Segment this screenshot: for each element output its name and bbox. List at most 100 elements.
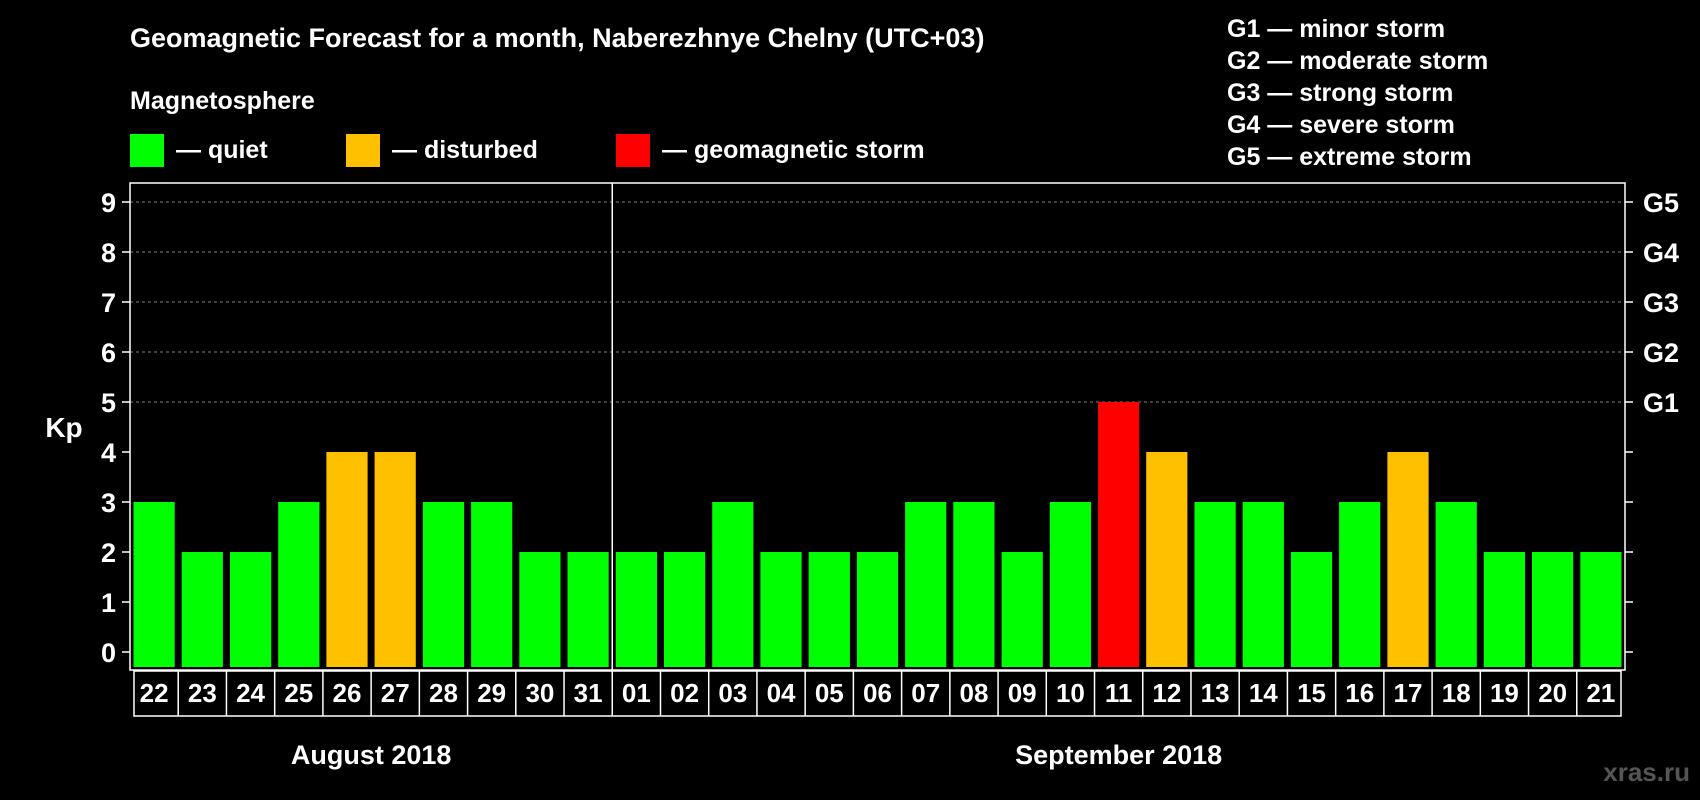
y-tick-label-9: 9 xyxy=(101,188,116,218)
date-label-19: 19 xyxy=(1490,678,1519,708)
date-label-02: 02 xyxy=(670,678,699,708)
y-tick-label-1: 1 xyxy=(101,588,116,618)
legend: — quiet — disturbed — geomagnetic storm xyxy=(130,134,925,167)
bar-10 xyxy=(1049,502,1091,667)
g-label-G1: G1 xyxy=(1643,388,1679,418)
bar-08 xyxy=(953,502,995,667)
bar-26 xyxy=(326,452,368,667)
bars xyxy=(133,402,1622,667)
y-tick-label-0: 0 xyxy=(101,638,116,668)
bar-09 xyxy=(1001,552,1043,667)
bar-15 xyxy=(1290,552,1333,667)
bar-04 xyxy=(760,552,802,667)
bar-01 xyxy=(615,552,657,667)
y-tick-label-6: 6 xyxy=(101,338,116,368)
date-label-31: 31 xyxy=(574,678,603,708)
legend-swatch-0 xyxy=(130,134,164,167)
bar-17 xyxy=(1387,452,1429,667)
bar-14 xyxy=(1242,502,1284,667)
bar-23 xyxy=(181,552,223,667)
bar-02 xyxy=(664,552,706,667)
storm-scale-item-0: G1 — minor storm xyxy=(1227,15,1445,43)
date-label-20: 20 xyxy=(1538,678,1567,708)
date-label-18: 18 xyxy=(1442,678,1471,708)
storm-scale-list: G1 — minor storm G2 — moderate storm G3 — … xyxy=(1227,15,1488,171)
date-label-28: 28 xyxy=(429,678,458,708)
date-label-08: 08 xyxy=(959,678,988,708)
date-label-14: 14 xyxy=(1249,678,1278,708)
date-label-01: 01 xyxy=(622,678,651,708)
date-label-05: 05 xyxy=(815,678,844,708)
bar-13 xyxy=(1194,502,1236,667)
bar-25 xyxy=(278,502,320,667)
bar-05 xyxy=(808,552,850,667)
g-label-G4: G4 xyxy=(1643,238,1679,268)
bar-07 xyxy=(905,502,947,667)
date-label-03: 03 xyxy=(718,678,747,708)
date-label-06: 06 xyxy=(863,678,892,708)
date-label-11: 11 xyxy=(1105,678,1133,708)
month-labels: August 2018 September 2018 xyxy=(291,740,1222,770)
storm-scale-item-1: G2 — moderate storm xyxy=(1227,47,1488,75)
date-label-17: 17 xyxy=(1394,678,1423,708)
bar-06 xyxy=(856,552,899,667)
bar-18 xyxy=(1435,502,1477,667)
bar-21 xyxy=(1580,552,1622,667)
date-label-09: 09 xyxy=(1008,678,1037,708)
date-label-04: 04 xyxy=(767,678,796,708)
bar-24 xyxy=(230,552,272,667)
storm-scale-item-2: G3 — strong storm xyxy=(1227,79,1453,107)
bar-27 xyxy=(374,452,416,667)
legend-label-0: — quiet xyxy=(176,136,268,164)
bar-31 xyxy=(567,552,609,667)
legend-swatch-2 xyxy=(616,134,650,167)
bar-30 xyxy=(519,552,561,667)
bar-28 xyxy=(422,502,465,667)
plot-frame xyxy=(129,182,1626,671)
legend-label-1: — disturbed xyxy=(392,136,538,164)
g-label-G5: G5 xyxy=(1643,188,1679,218)
watermark: xras.ru xyxy=(1603,757,1690,787)
date-label-22: 22 xyxy=(140,678,169,708)
storm-scale-item-3: G4 — severe storm xyxy=(1227,111,1455,139)
g-scale-axis: G1 G2 G3 G4 G5 xyxy=(1625,188,1679,653)
bar-16 xyxy=(1339,502,1381,667)
date-label-15: 15 xyxy=(1297,678,1326,708)
date-label-25: 25 xyxy=(284,678,313,708)
legend-title: Magnetosphere xyxy=(130,87,315,115)
legend-label-2: — geomagnetic storm xyxy=(662,136,925,164)
bar-11 xyxy=(1098,402,1140,667)
bar-12 xyxy=(1146,452,1188,667)
x-axis-dates: 22 23 24 25 26 27 28 29 30 31 01 02 03 04 05 06 07 08 09 10… xyxy=(133,670,1622,717)
date-label-21: 21 xyxy=(1586,678,1615,708)
y-tick-label-3: 3 xyxy=(101,488,116,518)
date-label-23: 23 xyxy=(188,678,217,708)
bar-22 xyxy=(133,502,175,667)
gridlines xyxy=(130,201,1625,403)
chart-title: Geomagnetic Forecast for a month, Nabere… xyxy=(130,23,984,53)
bar-20 xyxy=(1532,552,1574,667)
y-tick-label-7: 7 xyxy=(101,288,116,318)
date-label-24: 24 xyxy=(236,678,265,708)
date-label-13: 13 xyxy=(1201,678,1230,708)
y-tick-label-2: 2 xyxy=(101,538,116,568)
date-label-10: 10 xyxy=(1056,678,1085,708)
y-axis-label: Kp xyxy=(45,412,82,443)
date-label-26: 26 xyxy=(333,678,362,708)
legend-swatch-1 xyxy=(346,134,380,167)
storm-scale-item-4: G5 — extreme storm xyxy=(1227,143,1472,171)
bar-19 xyxy=(1483,552,1525,667)
date-label-30: 30 xyxy=(525,678,554,708)
y-tick-label-8: 8 xyxy=(101,238,116,268)
g-label-G3: G3 xyxy=(1643,288,1679,318)
y-tick-label-5: 5 xyxy=(101,388,116,418)
date-label-07: 07 xyxy=(911,678,940,708)
date-label-27: 27 xyxy=(381,678,410,708)
month-label-0: August 2018 xyxy=(291,740,452,770)
y-tick-label-4: 4 xyxy=(101,438,116,468)
y-axis: 0 1 2 3 4 5 6 7 8 9 xyxy=(101,188,130,668)
date-label-29: 29 xyxy=(477,678,506,708)
g-label-G2: G2 xyxy=(1643,338,1679,368)
bar-29 xyxy=(471,502,513,667)
